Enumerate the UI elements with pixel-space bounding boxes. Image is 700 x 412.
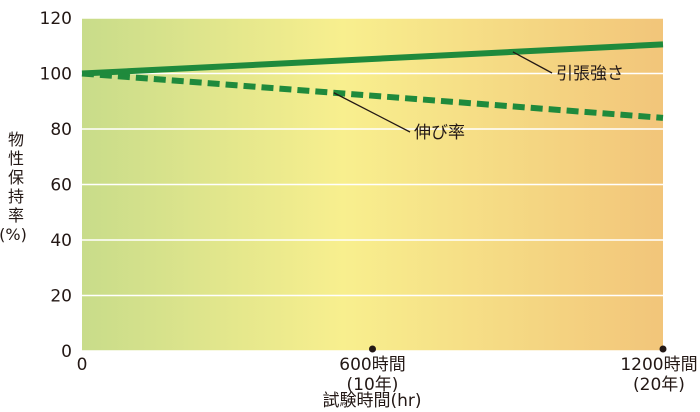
x-tick-label: (20年) (633, 375, 685, 395)
series-label-1: 引張強さ (556, 64, 624, 84)
x-tick-label: 1200時間 (620, 355, 697, 375)
x-axis-title: 試験時間(hr) (322, 391, 421, 411)
x-tick-label: 0 (77, 355, 88, 375)
x-tick-dot (659, 345, 667, 353)
y-tick-label: 0 (61, 342, 72, 362)
y-tick-label: 20 (50, 287, 72, 307)
series-label-2: 伸び率 (414, 123, 465, 143)
y-axis-title-char: 持 (7, 187, 24, 206)
y-axis-title-char: 物 (7, 130, 24, 149)
x-tick-label: 600時間 (339, 355, 405, 375)
y-tick-label: 60 (50, 176, 72, 196)
annotation-leader (333, 92, 411, 133)
annotation-leader (512, 51, 553, 74)
y-tick-label: 40 (50, 231, 72, 251)
y-axis-title-char: (%) (0, 225, 27, 244)
x-tick-dot (369, 345, 376, 353)
y-axis-title: 物性保持率 (%) (0, 130, 28, 244)
x-axis: 0 600時間(10年) 1200時間(20年) (77, 345, 698, 395)
y-tick-label: 80 (50, 120, 72, 140)
y-axis: 0 20 40 60 80 100 120 (40, 9, 72, 362)
series-lines (81, 41, 664, 121)
y-tick-label: 100 (40, 65, 72, 85)
y-axis-title-char: 率 (7, 206, 24, 225)
grid-lines (82, 17, 663, 352)
y-axis-title-char: 保 (7, 168, 24, 187)
y-tick-label: 120 (40, 9, 72, 29)
series-line-1 (81, 41, 664, 77)
series-line-2 (81, 70, 664, 121)
y-axis-title-char: 性 (7, 149, 24, 168)
x-tick-label: (10年) (347, 375, 399, 395)
